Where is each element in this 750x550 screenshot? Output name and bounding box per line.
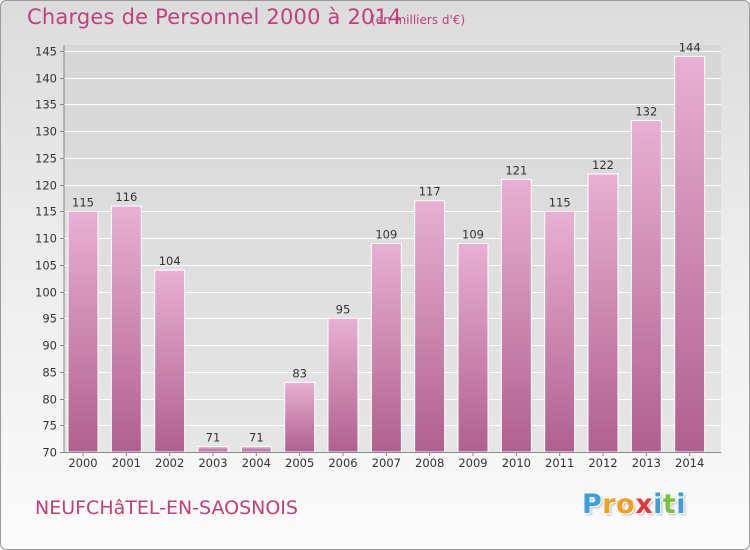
x-tick-label: 2006 bbox=[328, 456, 357, 470]
x-tick-label: 2009 bbox=[458, 456, 487, 470]
data-label: 144 bbox=[679, 40, 701, 54]
y-tick-label: 125 bbox=[35, 152, 57, 166]
y-tick-label: 130 bbox=[35, 125, 57, 139]
x-tick-label: 2008 bbox=[415, 456, 444, 470]
y-tick-label: 135 bbox=[35, 98, 57, 112]
x-tick-label: 2007 bbox=[372, 456, 401, 470]
bar bbox=[284, 381, 316, 453]
bar bbox=[197, 446, 229, 453]
bar bbox=[457, 242, 489, 453]
chart-subtitle: (en milliers d'€) bbox=[371, 13, 466, 27]
x-tick-label: 2001 bbox=[112, 456, 141, 470]
data-label: 104 bbox=[159, 254, 181, 268]
data-label: 115 bbox=[72, 195, 94, 209]
logo-letter: i bbox=[676, 489, 687, 520]
data-labels: 115 116 104 71 71 83 95 109 117 109 121 115 122 132 14… bbox=[72, 40, 701, 444]
data-label: 121 bbox=[505, 163, 527, 177]
y-tick-label: 140 bbox=[35, 72, 57, 86]
logo-letter: x bbox=[635, 489, 654, 520]
data-label: 71 bbox=[206, 431, 221, 445]
commune-name: NEUFCHâTEL-EN-SAOSNOIS bbox=[35, 497, 298, 519]
y-tick-label: 85 bbox=[42, 366, 57, 380]
bar bbox=[327, 317, 359, 453]
x-tick-label: 2011 bbox=[545, 456, 574, 470]
data-label: 116 bbox=[115, 190, 137, 204]
bar bbox=[154, 269, 186, 453]
bar bbox=[500, 178, 532, 453]
x-tick-label: 2013 bbox=[632, 456, 661, 470]
x-tick-label: 2010 bbox=[502, 456, 531, 470]
bar bbox=[370, 242, 402, 453]
data-label: 95 bbox=[336, 302, 351, 316]
x-tick-label: 2003 bbox=[198, 456, 227, 470]
x-tick-label: 2014 bbox=[675, 456, 704, 470]
bar bbox=[67, 210, 99, 453]
y-tick-label: 75 bbox=[42, 419, 57, 433]
bar bbox=[587, 173, 619, 453]
data-label: 122 bbox=[592, 158, 614, 172]
x-tick-label: 2002 bbox=[155, 456, 184, 470]
y-tick-label: 70 bbox=[42, 446, 57, 460]
y-tick-label: 145 bbox=[35, 45, 57, 59]
logo-letter: o bbox=[616, 489, 636, 520]
x-tick-label: 2000 bbox=[68, 456, 97, 470]
y-tick-label: 90 bbox=[42, 339, 57, 353]
data-label: 71 bbox=[249, 431, 264, 445]
bar bbox=[240, 446, 272, 453]
y-tick-label: 110 bbox=[35, 232, 57, 246]
x-tick-label: 2012 bbox=[588, 456, 617, 470]
bar bbox=[630, 120, 662, 453]
y-tick-label: 105 bbox=[35, 259, 57, 273]
logo-letter: i bbox=[653, 489, 663, 520]
data-label: 109 bbox=[375, 227, 397, 241]
x-axis: 2000 2001 2002 2003 2004 2005 2006 2007 2008 2009… bbox=[64, 452, 721, 470]
bar bbox=[674, 55, 706, 453]
y-axis: 70 75 80 85 90 95 100 105 110 115 120 125 130 135 140 1… bbox=[35, 45, 65, 460]
data-label: 109 bbox=[462, 227, 484, 241]
bar bbox=[414, 200, 446, 453]
y-tick-label: 95 bbox=[42, 312, 57, 326]
y-tick-label: 80 bbox=[42, 393, 57, 407]
x-tick-label: 2005 bbox=[285, 456, 314, 470]
logo-letter: r bbox=[602, 489, 617, 520]
proxiti-logo: Proxiti bbox=[582, 489, 686, 520]
y-tick-label: 120 bbox=[35, 179, 57, 193]
chart-title: Charges de Personnel 2000 à 2014 bbox=[27, 5, 402, 29]
logo-letter: t bbox=[662, 489, 677, 520]
data-label: 83 bbox=[292, 366, 307, 380]
data-label: 117 bbox=[419, 185, 441, 199]
x-tick-label: 2004 bbox=[242, 456, 271, 470]
bar bbox=[110, 205, 142, 453]
y-tick-label: 100 bbox=[35, 286, 57, 300]
data-label: 115 bbox=[549, 195, 571, 209]
y-tick-label: 115 bbox=[35, 205, 57, 219]
bar bbox=[544, 210, 576, 453]
data-label: 132 bbox=[635, 105, 657, 119]
logo-letter: P bbox=[582, 489, 603, 520]
